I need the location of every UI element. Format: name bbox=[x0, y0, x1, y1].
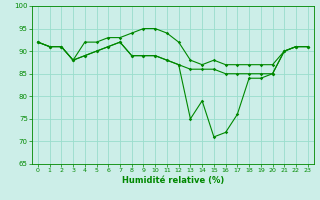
X-axis label: Humidité relative (%): Humidité relative (%) bbox=[122, 176, 224, 185]
